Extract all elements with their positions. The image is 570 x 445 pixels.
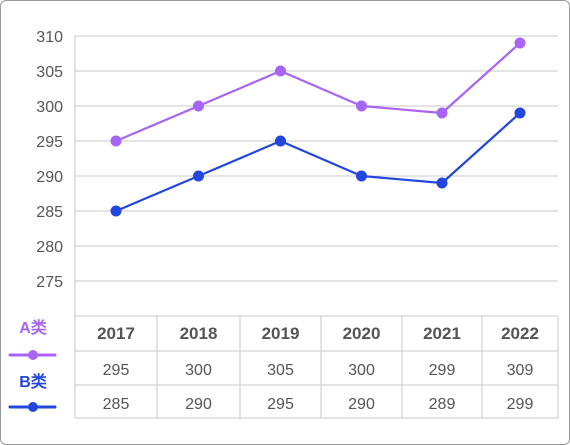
data-label: 285: [103, 396, 130, 413]
data-label: 295: [103, 362, 130, 379]
x-category-label: 2018: [180, 324, 218, 343]
x-category-label: 2021: [423, 324, 461, 343]
y-tick-label: 285: [36, 204, 63, 221]
data-label: 300: [348, 362, 375, 379]
x-category-label: 2020: [343, 324, 381, 343]
data-point: [514, 37, 526, 49]
y-tick-label: 305: [36, 64, 63, 81]
data-label: 290: [348, 396, 375, 413]
legend-marker: [28, 402, 38, 412]
data-label: 295: [267, 396, 294, 413]
data-point: [110, 205, 122, 217]
series-lines: [110, 37, 526, 217]
legend-label: A类: [19, 318, 48, 337]
data-label: 299: [507, 396, 534, 413]
data-label: 305: [267, 362, 294, 379]
gridlines: [74, 35, 558, 418]
data-point: [436, 177, 448, 189]
y-tick-label: 300: [36, 99, 63, 116]
x-category-label: 2022: [501, 324, 539, 343]
data-point: [193, 170, 204, 182]
data-point: [436, 107, 448, 119]
data-point: [275, 135, 286, 147]
legend-label: B类: [19, 372, 48, 391]
data-table: 2017 2018 2019 2020 2021 2022 295 300 305 300 299 3…: [74, 315, 559, 419]
data-label: 290: [185, 396, 212, 413]
legend-marker: [28, 350, 38, 360]
data-point: [110, 135, 122, 147]
y-tick-label: 310: [36, 29, 63, 46]
y-tick-label: 275: [36, 274, 63, 291]
data-label: 299: [429, 362, 456, 379]
y-tick-label: 280: [36, 239, 63, 256]
x-category-label: 2019: [262, 324, 300, 343]
data-label: 289: [429, 396, 456, 413]
y-axis-ticks: 275 280 285 290 295 300 305 310: [36, 29, 63, 291]
series-line-a: [115, 42, 521, 143]
data-point: [275, 65, 286, 77]
data-point: [356, 100, 367, 112]
data-point: [356, 170, 367, 182]
x-category-label: 2017: [97, 324, 135, 343]
data-point: [193, 100, 204, 112]
series-line-b: [115, 112, 521, 213]
data-point: [514, 107, 526, 119]
data-label: 309: [507, 362, 534, 379]
y-tick-label: 295: [36, 134, 63, 151]
y-tick-label: 290: [36, 169, 63, 186]
legend: A类 B类: [8, 318, 57, 412]
data-label: 300: [185, 362, 212, 379]
